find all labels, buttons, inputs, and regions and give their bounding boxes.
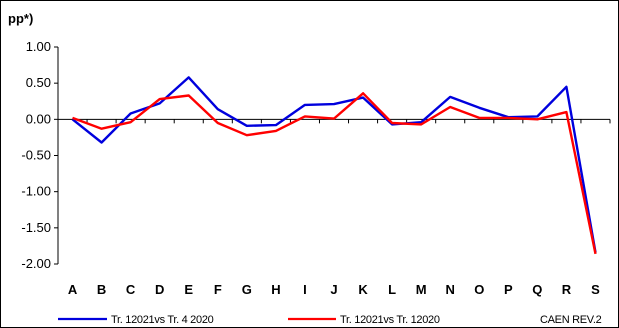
category-label-r: R xyxy=(562,282,572,297)
y-tick-label: -0.50 xyxy=(21,148,51,163)
series-line-2 xyxy=(72,92,597,255)
category-label-c: C xyxy=(126,282,136,297)
series-line-1 xyxy=(71,76,597,253)
category-label-g: G xyxy=(242,282,252,297)
y-tick-label: 0.00 xyxy=(26,111,51,126)
legend-label-series-1: Tr. 12021vs Tr. 4 2020 xyxy=(111,314,214,326)
y-tick-label: -1.50 xyxy=(21,220,51,235)
category-label-e: E xyxy=(184,282,193,297)
category-label-o: O xyxy=(474,282,484,297)
y-tick-label: 1.00 xyxy=(26,39,51,54)
series-lines xyxy=(71,76,597,255)
category-label-a: A xyxy=(68,282,78,297)
category-label-k: K xyxy=(358,282,368,297)
y-ticks: 1.00 0.50 0.00 -0.50 -1.00 -1.50 -2.00 xyxy=(21,39,58,271)
legend: Tr. 12021vs Tr. 4 2020 Tr. 12021vs Tr. 1… xyxy=(58,314,440,326)
category-label-l: L xyxy=(388,282,396,297)
category-labels: A B C D E F G H I J K L M N O P Q R S xyxy=(68,282,600,297)
category-label-i: I xyxy=(303,282,307,297)
category-label-s: S xyxy=(591,282,600,297)
category-label-m: M xyxy=(416,282,427,297)
legend-label-series-2: Tr. 12021vs Tr. 12020 xyxy=(340,314,440,326)
annotation-caen-rev: CAEN REV.2 xyxy=(540,314,602,326)
category-label-j: J xyxy=(330,282,337,297)
y-tick-label: -2.00 xyxy=(21,256,51,271)
category-label-n: N xyxy=(446,282,455,297)
category-label-d: D xyxy=(155,282,164,297)
category-label-f: F xyxy=(214,282,222,297)
y-tick-label: -1.00 xyxy=(21,184,51,199)
category-label-p: P xyxy=(504,282,513,297)
category-label-b: B xyxy=(97,282,106,297)
category-label-q: Q xyxy=(532,282,542,297)
y-axis-label: pp*) xyxy=(8,11,33,26)
y-tick-label: 0.50 xyxy=(26,75,51,90)
category-label-h: H xyxy=(271,282,280,297)
